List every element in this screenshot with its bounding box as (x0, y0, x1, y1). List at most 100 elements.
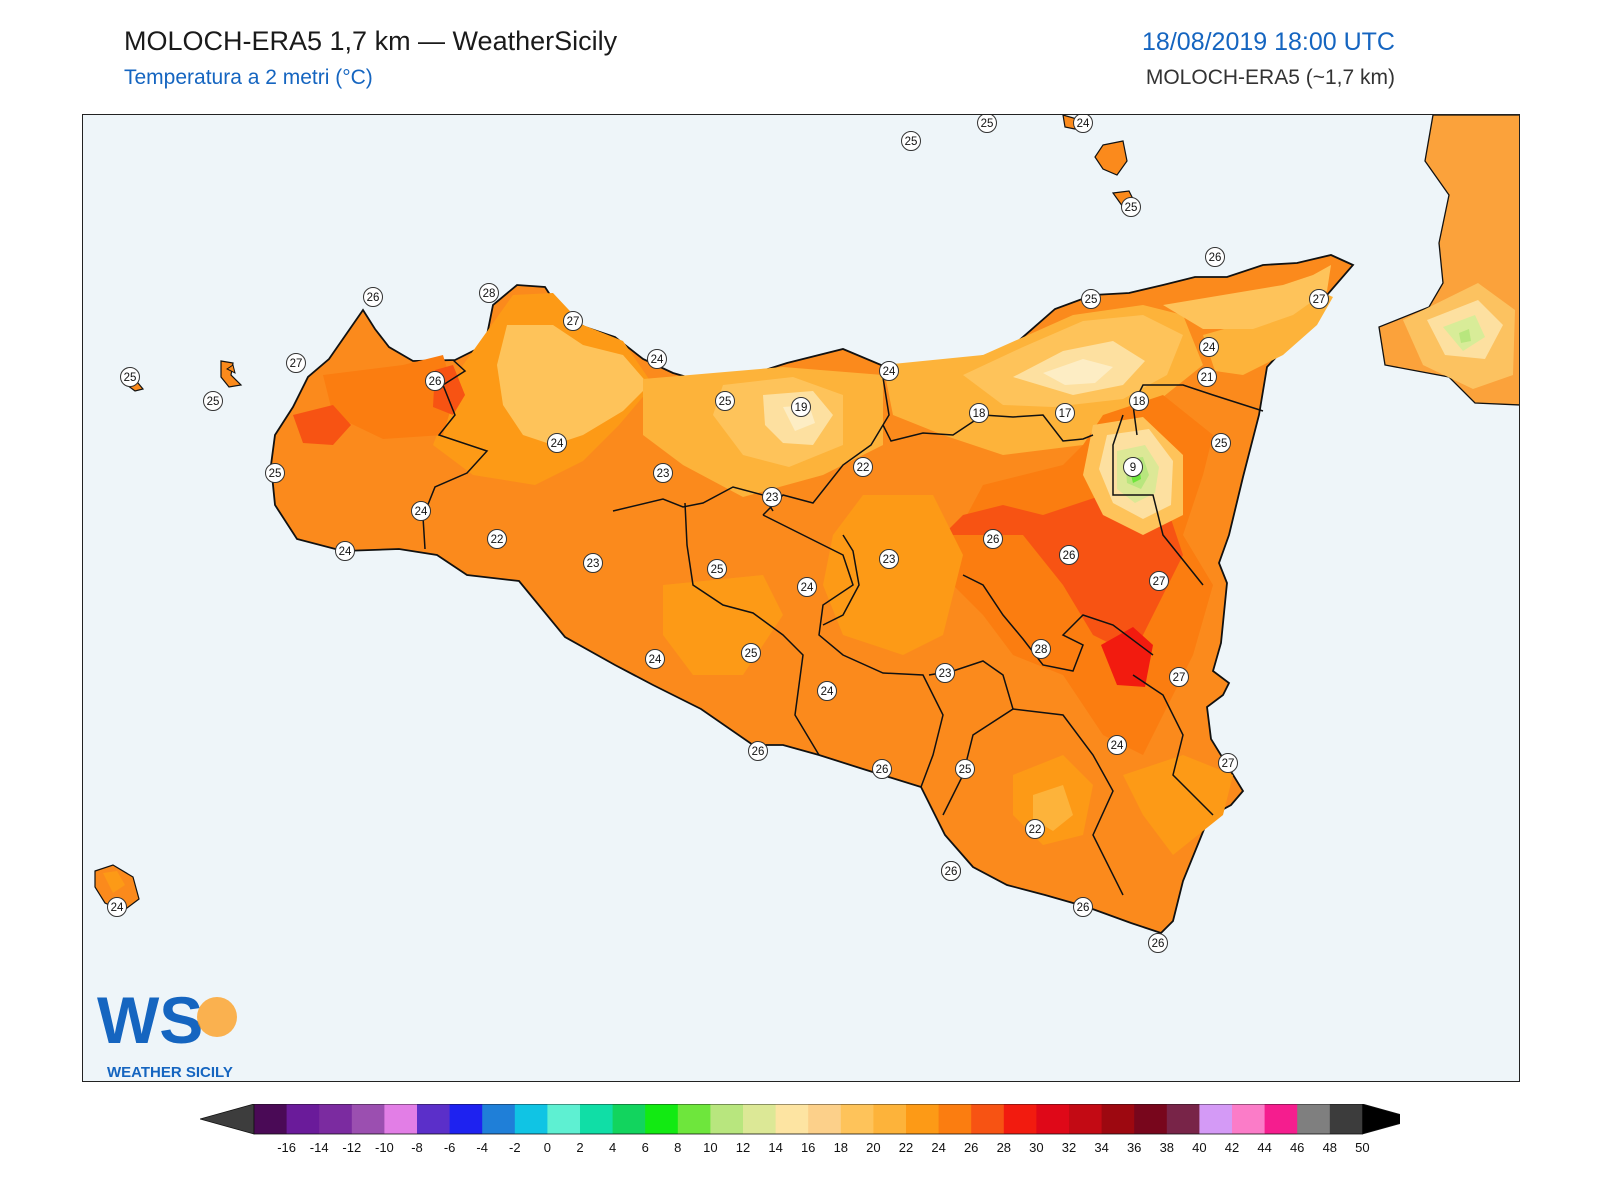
temp-value: 25 (959, 764, 972, 776)
temp-marker (969, 403, 989, 423)
temp-marker (901, 131, 921, 151)
temp-marker (1073, 897, 1093, 917)
temp-value: 22 (491, 534, 504, 546)
temp-value: 27 (1222, 758, 1235, 770)
temp-marker (1197, 367, 1217, 387)
colorbar-swatch (1232, 1104, 1266, 1134)
colorbar-tick-label: 24 (931, 1140, 945, 1155)
temperature-labels: 25 25 24 25 26 26 27 28 27 24 26 27 25 25 25 24 25 24 21 18… (107, 115, 1329, 953)
colorbar-swatch (1199, 1104, 1233, 1134)
temp-marker (335, 541, 355, 561)
temp-marker (1107, 735, 1127, 755)
temp-marker (1121, 197, 1141, 217)
temp-value: 25 (1125, 202, 1138, 214)
temp-value: 24 (883, 366, 896, 378)
temp-value: 22 (857, 462, 870, 474)
temp-marker (120, 367, 140, 387)
temp-value: 25 (719, 396, 732, 408)
temp-marker (1073, 115, 1093, 133)
temp-value: 24 (415, 506, 428, 518)
calabria-landmass (1378, 115, 1519, 406)
temp-marker (1169, 667, 1189, 687)
colorbar-tick-label: 32 (1062, 1140, 1076, 1155)
temp-value: 26 (876, 764, 889, 776)
colorbar-canvas: -16 -14 -12 -10 -8 -6 -4 -2 0 2 4 6 8 10 12 14 16 18 20 22 2… (198, 1103, 1418, 1155)
temp-value: 18 (1133, 396, 1146, 408)
colorbar-swatch (645, 1104, 679, 1134)
colorbar-swatch (1297, 1104, 1331, 1134)
temp-marker (547, 433, 567, 453)
colorbar-swatch (938, 1104, 972, 1134)
temp-marker (1309, 289, 1329, 309)
colorbar-tick-label: 6 (642, 1140, 649, 1155)
model-name: MOLOCH-ERA5 (~1,7 km) (1145, 66, 1395, 89)
colorbar-swatch (449, 1104, 483, 1134)
temp-marker (879, 549, 899, 569)
temperature-map: 25 25 24 25 26 26 27 28 27 24 26 27 25 25 25 24 25 24 21 18… (82, 114, 1520, 1082)
colorbar-tick-label: 42 (1225, 1140, 1239, 1155)
temp-marker (715, 391, 735, 411)
logo-initials: WS (97, 983, 203, 1057)
colorbar-swatch (775, 1104, 809, 1134)
colorbar-swatch (1166, 1104, 1200, 1134)
temp-marker (879, 361, 899, 381)
colorbar-swatch (840, 1104, 874, 1134)
temp-value: 26 (1209, 252, 1222, 264)
colorbar-swatch (1101, 1104, 1135, 1134)
colorbar-tick-label: 14 (768, 1140, 782, 1155)
colorbar-swatch (351, 1104, 385, 1134)
temp-value: 26 (1077, 902, 1090, 914)
colorbar-over-arrow (1362, 1103, 1418, 1135)
temp-marker (563, 311, 583, 331)
valid-datetime: 18/08/2019 18:00 UTC (1142, 28, 1395, 56)
colorbar-swatch (319, 1104, 353, 1134)
temp-marker (1059, 545, 1079, 565)
temp-value: 27 (290, 358, 303, 370)
colorbar-swatch (906, 1104, 940, 1134)
temp-value: 28 (483, 288, 496, 300)
colorbar-swatch (417, 1104, 451, 1134)
colorbar-tick-label: 4 (609, 1140, 616, 1155)
temp-value: 24 (651, 354, 664, 366)
temp-value: 21 (1201, 372, 1214, 384)
colorbar-tick-label: -10 (375, 1140, 394, 1155)
logo-wordmark: WEATHER SICILY (107, 1064, 233, 1081)
temp-value: 25 (269, 468, 282, 480)
colorbar-tick-label: -14 (310, 1140, 329, 1155)
province-borders (422, 359, 1264, 896)
temp-marker (107, 897, 127, 917)
colorbar-swatch (1036, 1104, 1070, 1134)
colorbar-swatch (1003, 1104, 1037, 1134)
colorbar-tick-label: 8 (674, 1140, 681, 1155)
temp-marker (411, 501, 431, 521)
temp-value: 27 (1313, 294, 1326, 306)
temp-marker (791, 397, 811, 417)
temp-marker (762, 487, 782, 507)
temp-marker (935, 663, 955, 683)
colorbar-tick-label: 36 (1127, 1140, 1141, 1155)
colorbar-tick-label: -8 (411, 1140, 423, 1155)
colorbar-tick-label: -2 (509, 1140, 521, 1155)
colorbar-tick-label: 40 (1192, 1140, 1206, 1155)
temp-value: 25 (981, 118, 994, 130)
colorbar-swatch (286, 1104, 320, 1134)
temp-value: 25 (711, 564, 724, 576)
map-subtitle: Temperatura a 2 metri (°C) (124, 66, 373, 89)
temp-value: 25 (905, 136, 918, 148)
temp-value: 24 (1203, 342, 1216, 354)
temp-marker (1199, 337, 1219, 357)
colorbar-swatch (384, 1104, 418, 1134)
colorbar-swatch (612, 1104, 646, 1134)
colorbar-swatch (580, 1104, 614, 1134)
colorbar-swatch (710, 1104, 744, 1134)
colorbar-swatch (514, 1104, 548, 1134)
colorbar-swatch (547, 1104, 581, 1134)
colorbar-swatch (1264, 1104, 1298, 1134)
temp-marker (983, 529, 1003, 549)
temp-marker (741, 643, 761, 663)
temp-value: 24 (551, 438, 564, 450)
temp-marker (1055, 403, 1075, 423)
temp-marker (1081, 289, 1101, 309)
colorbar-tick-label: 34 (1094, 1140, 1108, 1155)
colorbar-tick-label: 18 (834, 1140, 848, 1155)
